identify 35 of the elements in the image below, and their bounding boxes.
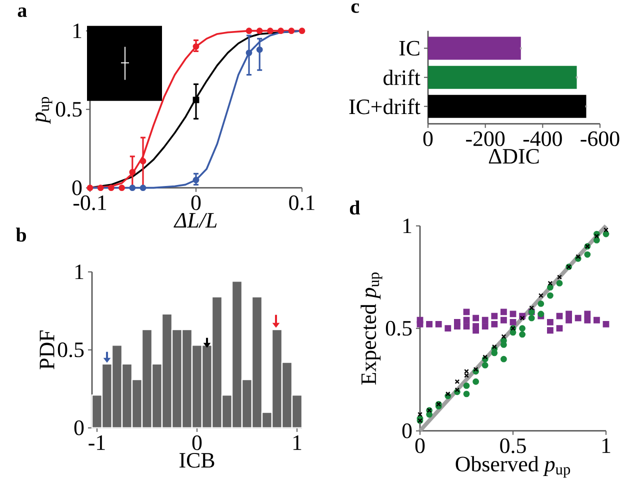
chart-title: d xyxy=(350,200,360,215)
y-tick-label: 0 xyxy=(74,420,84,436)
x-tick-label: 1 xyxy=(602,438,610,453)
x-tick-label: -400 xyxy=(523,131,562,146)
y-axis-title: Expected p$_{up}$ xyxy=(360,272,382,385)
x-tick-label: 0.1 xyxy=(289,195,314,210)
y-tick-label: 1 xyxy=(73,24,82,38)
chart-title: b xyxy=(16,228,26,242)
y-tick-label: 0.5 xyxy=(56,102,82,117)
x-tick-label: -1 xyxy=(88,435,105,450)
x-tick-label: 0 xyxy=(191,195,201,210)
y-axis-title: PDF xyxy=(40,330,54,370)
y-tick-label: 0.5 xyxy=(58,342,84,358)
x-axis-title: ΔDIC xyxy=(488,149,539,164)
chart-title: c xyxy=(351,3,360,13)
y-tick-label: 0 xyxy=(402,424,412,438)
x-axis-title: ICB xyxy=(180,453,214,468)
x-axis-title: ΔL/L xyxy=(174,213,217,228)
x-tick-label: -200 xyxy=(466,131,505,146)
y-tick-label: 1 xyxy=(403,218,412,234)
x-axis-title: Observed p$_{up}$ xyxy=(456,456,570,478)
x-tick-label: 0 xyxy=(192,435,202,450)
y-tick-label: IC+drift xyxy=(349,98,420,114)
chart-title: a xyxy=(18,8,27,18)
y-tick-label: IC xyxy=(399,40,420,56)
x-tick-label: -600 xyxy=(580,131,620,146)
y-tick-label: 1 xyxy=(75,264,84,280)
y-tick-label: drift xyxy=(384,70,420,86)
x-tick-label: 0.5 xyxy=(500,438,526,454)
x-tick-label: -0.1 xyxy=(73,195,106,210)
y-tick-label: 0 xyxy=(72,180,82,196)
y-axis-title: p$_{up}$ xyxy=(36,97,52,124)
y-tick-label: 0.5 xyxy=(386,320,412,336)
x-tick-label: 1 xyxy=(293,435,302,450)
x-tick-label: 0 xyxy=(423,131,433,146)
